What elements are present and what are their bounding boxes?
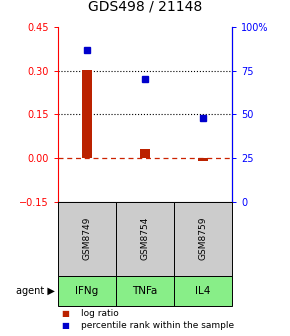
Text: percentile rank within the sample: percentile rank within the sample xyxy=(81,321,234,330)
Text: GSM8759: GSM8759 xyxy=(198,217,208,260)
Text: IFNg: IFNg xyxy=(75,286,99,296)
Text: GSM8754: GSM8754 xyxy=(140,217,150,260)
Bar xyxy=(140,149,150,158)
Text: ■: ■ xyxy=(61,321,69,330)
Text: ■: ■ xyxy=(61,309,69,318)
Text: agent ▶: agent ▶ xyxy=(16,286,55,296)
Text: GDS498 / 21148: GDS498 / 21148 xyxy=(88,0,202,13)
Bar xyxy=(82,70,92,158)
Text: log ratio: log ratio xyxy=(81,309,119,318)
Bar xyxy=(198,158,208,161)
Text: IL4: IL4 xyxy=(195,286,211,296)
Text: GSM8749: GSM8749 xyxy=(82,217,92,260)
Text: TNFa: TNFa xyxy=(132,286,158,296)
